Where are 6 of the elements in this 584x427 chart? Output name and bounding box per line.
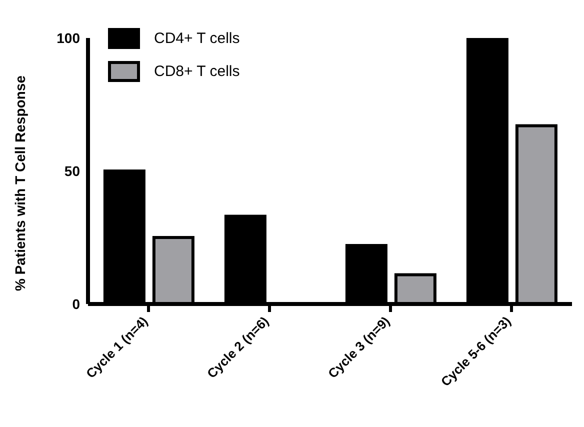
y-tick-label: 100 bbox=[56, 30, 80, 46]
y-tick-label: 0 bbox=[72, 296, 80, 312]
y-tick-label: 50 bbox=[64, 162, 80, 179]
legend-label: CD4+ T cells bbox=[154, 30, 240, 47]
legend-label: CD8+ T cells bbox=[154, 63, 240, 80]
y-axis-title: % Patients with T Cell Response bbox=[12, 75, 28, 291]
